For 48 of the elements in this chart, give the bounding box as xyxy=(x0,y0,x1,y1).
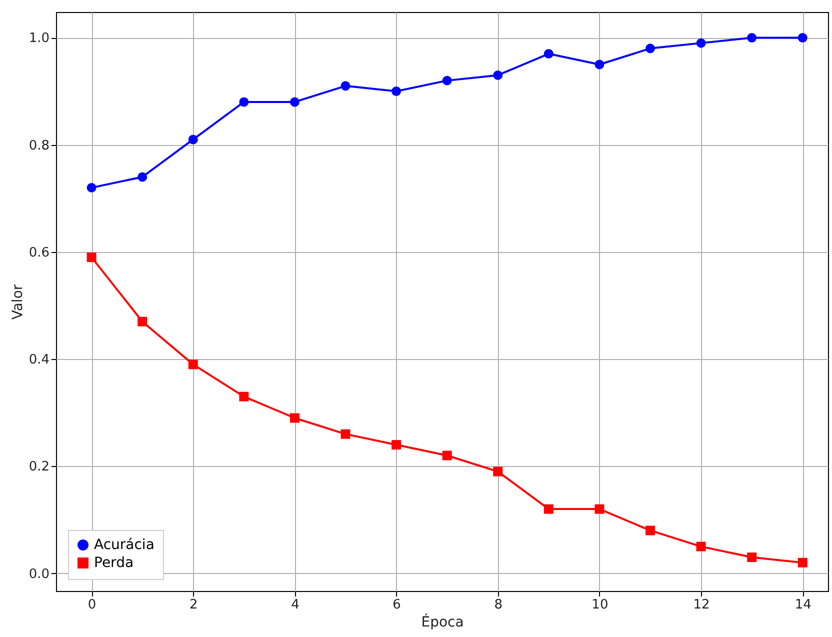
x-tick-label: 2 xyxy=(189,598,198,612)
point xyxy=(138,316,148,326)
point xyxy=(86,252,96,262)
x-tick-label: 14 xyxy=(794,598,812,612)
point xyxy=(645,44,655,54)
y-tick-label: 1.0 xyxy=(28,31,50,46)
point xyxy=(290,413,300,423)
point xyxy=(239,392,249,402)
point xyxy=(696,38,706,48)
point xyxy=(392,440,402,450)
legend-label: Perda xyxy=(94,555,134,571)
point xyxy=(544,504,554,514)
legend-label: Acurácia xyxy=(94,537,154,553)
x-axis-title: Época xyxy=(421,614,464,630)
point xyxy=(340,429,350,439)
point xyxy=(86,182,96,192)
point xyxy=(594,504,604,514)
point xyxy=(138,172,148,182)
point xyxy=(188,134,198,144)
x-tick-label: 12 xyxy=(693,598,710,612)
point xyxy=(696,542,706,552)
point xyxy=(544,49,554,59)
x-tick-label: 4 xyxy=(291,598,300,612)
y-axis-title: Valor xyxy=(10,284,26,320)
point xyxy=(340,81,350,91)
point xyxy=(493,466,503,476)
point xyxy=(188,360,198,370)
point xyxy=(392,86,402,96)
x-tick-label: 8 xyxy=(494,598,503,612)
point xyxy=(747,552,757,562)
y-tick-label: 0.0 xyxy=(28,566,50,582)
point xyxy=(442,76,452,86)
point xyxy=(239,97,249,107)
x-tick-label: 6 xyxy=(392,598,401,612)
point xyxy=(747,32,757,42)
y-tick-label: 0.4 xyxy=(28,352,50,368)
y-tick-label: 0.6 xyxy=(28,245,50,260)
point xyxy=(442,450,452,460)
point xyxy=(645,526,655,536)
point xyxy=(290,97,300,107)
x-tick-label: 10 xyxy=(592,598,608,612)
y-tick-label: 0.2 xyxy=(28,460,50,475)
point xyxy=(798,558,808,568)
point xyxy=(493,70,503,80)
y-tick-label: 0.8 xyxy=(28,138,50,154)
x-tick-label: 0 xyxy=(88,598,96,612)
point xyxy=(594,60,604,70)
point xyxy=(798,32,808,42)
